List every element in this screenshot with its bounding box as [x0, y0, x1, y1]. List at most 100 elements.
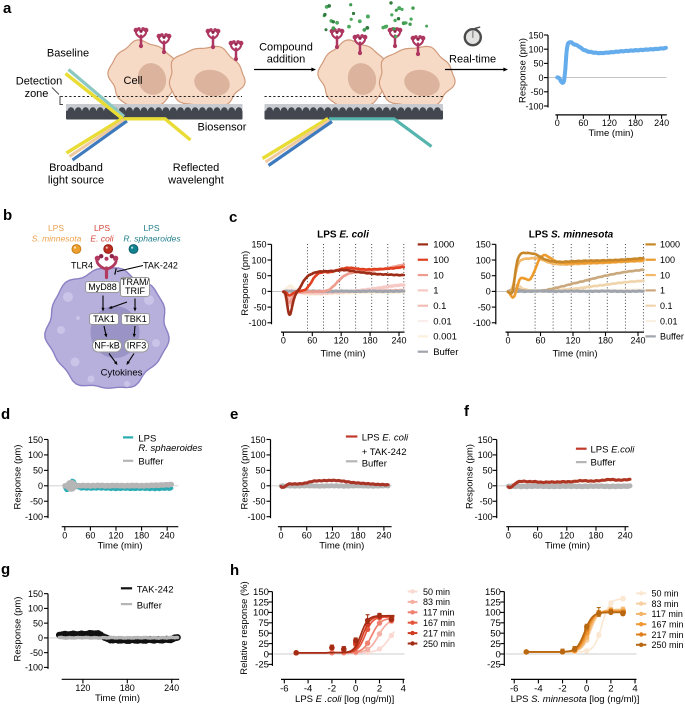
- svg-text:75: 75: [490, 618, 501, 629]
- svg-text:LPS E.coli: LPS E.coli: [591, 445, 636, 456]
- svg-text:0: 0: [505, 336, 510, 346]
- svg-text:180: 180: [628, 118, 643, 128]
- svg-text:100: 100: [28, 604, 43, 614]
- svg-text:1000: 1000: [433, 240, 454, 251]
- svg-text:Response (pm): Response (pm): [240, 445, 251, 510]
- svg-text:240: 240: [630, 336, 645, 346]
- svg-text:60: 60: [307, 336, 317, 346]
- svg-text:Time (min): Time (min): [545, 541, 590, 552]
- svg-text:120: 120: [602, 118, 617, 128]
- svg-text:250 min: 250 min: [652, 640, 684, 650]
- svg-text:LPS S. minnesota: LPS S. minnesota: [529, 230, 614, 241]
- svg-text:g: g: [1, 561, 10, 578]
- svg-text:LPS: LPS: [48, 223, 64, 233]
- svg-text:0: 0: [488, 481, 493, 491]
- svg-text:TLR4: TLR4: [71, 261, 93, 271]
- svg-text:-25: -25: [487, 660, 501, 671]
- svg-text:R. sphaeroides: R. sphaeroides: [123, 234, 181, 244]
- svg-text:150: 150: [485, 587, 501, 598]
- svg-text:150: 150: [250, 435, 265, 445]
- svg-text:Buffer: Buffer: [362, 458, 387, 469]
- svg-text:e: e: [230, 406, 238, 423]
- svg-text:+ TAK-242: + TAK-242: [362, 447, 407, 458]
- svg-text:2: 2: [608, 683, 613, 694]
- svg-text:0: 0: [260, 481, 265, 491]
- svg-text:Time (min): Time (min): [95, 693, 140, 704]
- svg-text:TRAM/: TRAM/: [121, 277, 149, 287]
- svg-text:h: h: [230, 562, 239, 579]
- svg-text:LPS S. minnesota [log (ng/ml)]: LPS S. minnesota [log (ng/ml)]: [511, 694, 640, 705]
- svg-text:MyD88: MyD88: [88, 282, 117, 292]
- svg-text:50: 50: [256, 271, 266, 281]
- svg-text:-100: -100: [25, 663, 43, 673]
- svg-text:60: 60: [533, 530, 543, 540]
- svg-text:a: a: [3, 0, 12, 17]
- svg-text:50: 50: [258, 629, 269, 640]
- svg-text:Response (pm): Response (pm): [240, 251, 251, 316]
- svg-text:-50: -50: [252, 497, 265, 507]
- svg-text:0: 0: [62, 530, 67, 540]
- svg-text:50: 50: [255, 466, 265, 476]
- svg-text:0.1: 0.1: [433, 301, 446, 312]
- svg-text:E. coli: E. coli: [90, 234, 114, 244]
- svg-text:-2: -2: [558, 683, 566, 694]
- svg-text:180: 180: [120, 683, 135, 693]
- svg-text:-50: -50: [30, 648, 43, 658]
- svg-text:Time (min): Time (min): [319, 541, 364, 552]
- svg-text:addition: addition: [267, 54, 306, 66]
- svg-text:Buffer: Buffer: [138, 457, 163, 468]
- svg-text:100: 100: [660, 255, 675, 265]
- svg-text:Reflected: Reflected: [173, 162, 219, 174]
- svg-text:0.001: 0.001: [433, 332, 457, 343]
- svg-text:4: 4: [632, 683, 637, 694]
- svg-text:50: 50: [481, 271, 491, 281]
- svg-text:-100: -100: [473, 318, 491, 328]
- svg-text:LPS: LPS: [138, 433, 156, 444]
- svg-text:100: 100: [251, 255, 266, 265]
- svg-text:Buffer: Buffer: [433, 347, 458, 358]
- svg-text:0: 0: [506, 530, 511, 540]
- svg-text:Broadband: Broadband: [49, 162, 103, 174]
- svg-text:25: 25: [258, 639, 269, 650]
- svg-text:1: 1: [433, 286, 438, 297]
- svg-text:75: 75: [258, 618, 269, 629]
- svg-text:Time (min): Time (min): [588, 128, 633, 139]
- svg-text:167 min: 167 min: [652, 620, 684, 630]
- svg-text:83 min: 83 min: [652, 599, 679, 609]
- svg-text:180: 180: [351, 530, 366, 540]
- svg-text:0.01: 0.01: [433, 316, 452, 327]
- svg-text:100: 100: [253, 608, 269, 619]
- svg-text:10: 10: [433, 270, 444, 281]
- svg-text:Response (pm): Response (pm): [13, 445, 24, 510]
- svg-text:-50: -50: [480, 497, 493, 507]
- svg-text:Response (pm): Response (pm): [13, 597, 24, 662]
- svg-text:Cytokines: Cytokines: [101, 368, 143, 379]
- svg-text:120: 120: [108, 530, 123, 540]
- svg-text:light source: light source: [48, 175, 104, 187]
- svg-text:0: 0: [278, 530, 283, 540]
- svg-text:50: 50: [490, 629, 501, 640]
- svg-text:-50: -50: [253, 302, 266, 312]
- svg-text:217 min: 217 min: [652, 630, 684, 640]
- svg-text:150: 150: [478, 435, 493, 445]
- svg-text:Time (min): Time (min): [552, 348, 597, 359]
- svg-text:-50: -50: [30, 497, 43, 507]
- svg-text:0: 0: [538, 73, 543, 83]
- svg-text:Response (pm): Response (pm): [518, 38, 529, 103]
- svg-text:Time (min): Time (min): [97, 541, 142, 552]
- svg-text:50: 50: [33, 466, 43, 476]
- svg-text:IRF3: IRF3: [127, 341, 147, 351]
- svg-text:-2: -2: [328, 683, 336, 694]
- svg-text:TRIF: TRIF: [125, 286, 145, 296]
- svg-text:0: 0: [261, 287, 266, 297]
- svg-text:100: 100: [433, 255, 449, 266]
- svg-text:50: 50: [33, 618, 43, 628]
- svg-text:Buffer: Buffer: [660, 332, 684, 342]
- svg-text:100: 100: [485, 608, 501, 619]
- svg-text:LPS E. coli: LPS E. coli: [317, 230, 369, 241]
- svg-text:4: 4: [401, 683, 406, 694]
- svg-text:117 min: 117 min: [423, 608, 454, 618]
- svg-text:240: 240: [618, 530, 633, 540]
- svg-text:LPS: LPS: [94, 223, 110, 233]
- svg-text:-100: -100: [475, 512, 493, 522]
